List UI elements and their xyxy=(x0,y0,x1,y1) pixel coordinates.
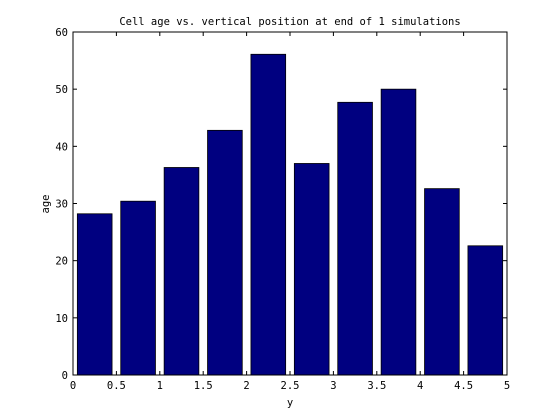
bar-4 xyxy=(250,53,287,376)
bar-1 xyxy=(120,200,156,376)
y-tick-labels: 0 10 20 30 40 50 60 xyxy=(55,27,68,382)
x-tick-label-2: 1 xyxy=(157,380,163,392)
y-axis-label: age xyxy=(40,195,52,214)
x-tick-label-6: 3 xyxy=(330,380,336,392)
x-axis-label: y xyxy=(287,397,293,409)
x-tick-label-10: 5 xyxy=(504,380,510,392)
y-tick-label-0: 0 xyxy=(62,370,68,382)
y-tick-label-1: 10 xyxy=(55,313,68,325)
y-tick-label-5: 50 xyxy=(55,84,68,96)
x-tick-labels: 0 0.5 1 1.5 2 2.5 3 3.5 4 4.5 5 xyxy=(70,380,510,392)
bar-0 xyxy=(76,213,113,376)
y-tick-label-2: 20 xyxy=(55,256,68,268)
x-tick-label-0: 0 xyxy=(70,380,76,392)
y-tick-label-6: 60 xyxy=(55,27,68,39)
bar-8 xyxy=(424,188,460,376)
x-tick-label-1: 0.5 xyxy=(107,380,126,392)
bar-7 xyxy=(380,88,417,376)
x-tick-label-7: 3.5 xyxy=(367,380,386,392)
x-tick-label-8: 4 xyxy=(417,380,423,392)
y-tick-label-3: 30 xyxy=(55,199,68,211)
x-tick-label-4: 2 xyxy=(243,380,249,392)
x-tick-label-5: 2.5 xyxy=(281,380,300,392)
x-tick-label-9: 4.5 xyxy=(454,380,473,392)
bar-6 xyxy=(337,101,373,376)
ticks-group xyxy=(72,31,508,376)
bar-5 xyxy=(293,163,330,376)
bar-9 xyxy=(467,245,504,376)
x-tick-label-3: 1.5 xyxy=(194,380,213,392)
chart-title: Cell age vs. vertical position at end of… xyxy=(119,16,460,28)
y-tick-label-4: 40 xyxy=(55,141,68,153)
bars-group xyxy=(76,53,504,376)
bar-3 xyxy=(207,129,243,376)
bar-2 xyxy=(163,167,200,376)
